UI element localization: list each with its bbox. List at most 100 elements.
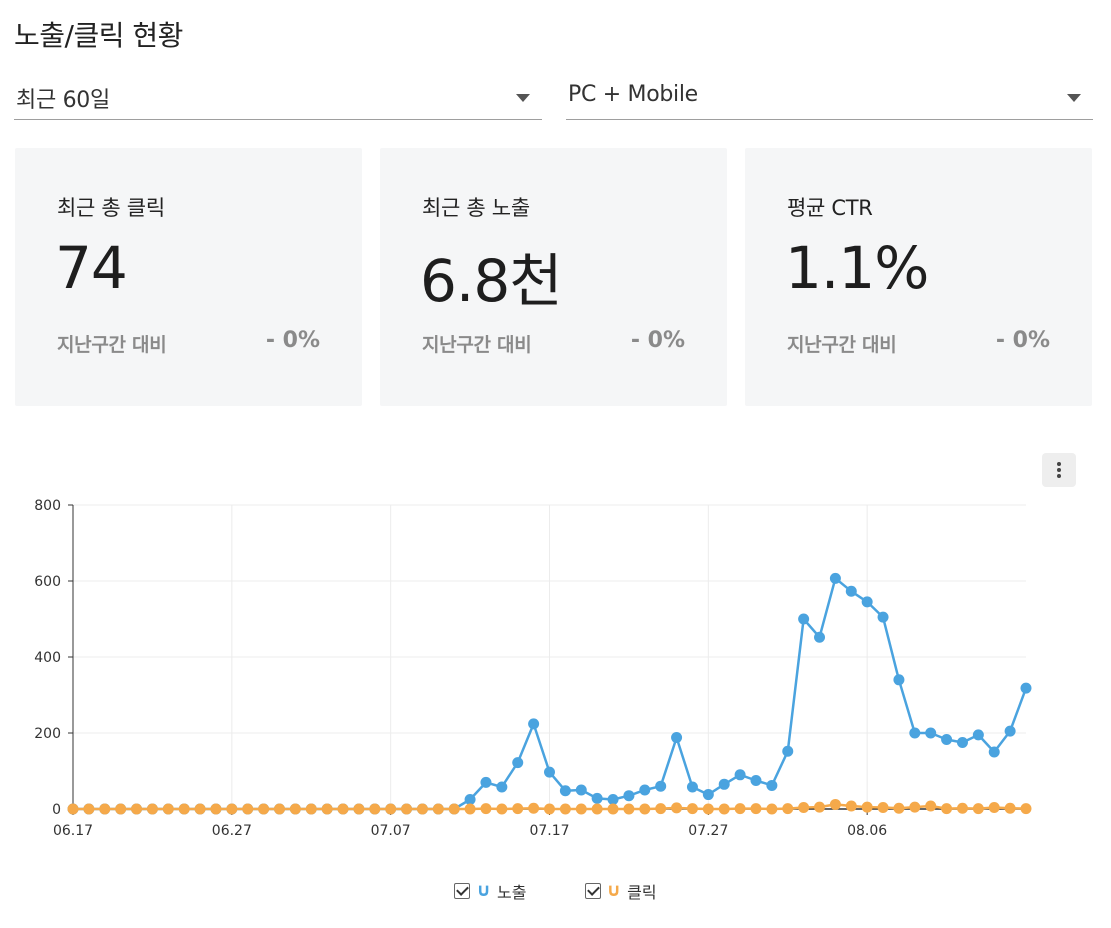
data-point [893, 802, 905, 814]
data-point [909, 801, 921, 813]
data-point [559, 785, 571, 797]
data-point [1020, 682, 1032, 694]
data-point [671, 732, 683, 744]
series-line-icon: ∪ [606, 880, 622, 901]
data-point [575, 803, 587, 815]
data-point [655, 803, 667, 815]
x-tick-label: 07.07 [371, 823, 411, 839]
data-point [448, 803, 460, 815]
data-point [1004, 725, 1016, 737]
data-point [845, 800, 857, 812]
x-tick-label: 07.27 [688, 823, 728, 839]
data-point [194, 803, 206, 815]
data-point [798, 801, 810, 813]
x-tick-label: 06.27 [212, 823, 252, 839]
data-point [941, 733, 953, 745]
data-point [909, 727, 921, 739]
data-point [178, 803, 190, 815]
data-point [559, 803, 571, 815]
data-point [623, 790, 635, 802]
y-tick-label: 600 [34, 574, 61, 590]
data-point [702, 803, 714, 815]
data-point [591, 803, 603, 815]
legend-label: 노출 [497, 883, 527, 902]
data-point [941, 803, 953, 815]
data-point [544, 803, 555, 815]
data-point [861, 596, 873, 608]
data-point [750, 775, 762, 786]
data-point [893, 674, 905, 686]
card-label: 최근 총 클릭 [57, 196, 165, 220]
data-point [337, 803, 349, 815]
card-label: 평균 CTR [787, 196, 873, 220]
card-compare-value: - 0% [265, 328, 320, 353]
legend-label: 클릭 [627, 883, 657, 902]
data-point [401, 803, 413, 815]
data-point [115, 803, 127, 815]
data-point [512, 803, 524, 815]
data-point [416, 803, 428, 815]
data-point [83, 803, 95, 815]
data-point [829, 798, 841, 810]
data-point [464, 803, 476, 815]
card-compare-label: 지난구간 대비 [57, 334, 167, 356]
data-point [814, 631, 826, 643]
chevron-down-icon [1067, 94, 1081, 102]
chart-legend: ∪ 노출 ∪ 클릭 [0, 878, 1111, 904]
card-label: 최근 총 노출 [422, 196, 530, 220]
card-value: 1.1% [785, 234, 929, 302]
x-tick-label: 06.17 [53, 823, 93, 839]
data-point [734, 769, 746, 781]
total-clicks-card: 최근 총 클릭 74 지난구간 대비 - 0% [15, 148, 362, 406]
period-select[interactable]: 최근 60일 [14, 78, 542, 120]
data-point [67, 803, 79, 815]
data-point [750, 803, 762, 815]
data-point [782, 745, 794, 757]
device-select[interactable]: PC + Mobile [566, 78, 1093, 120]
data-point [273, 803, 285, 815]
y-tick-label: 0 [52, 802, 61, 818]
data-point [972, 803, 984, 815]
chart-menu-button[interactable] [1042, 453, 1076, 487]
data-point [385, 803, 397, 815]
data-point [671, 802, 683, 814]
series-line-icon: ∪ [476, 880, 492, 901]
data-point [162, 803, 174, 815]
data-point [988, 801, 1000, 813]
data-point [528, 718, 540, 730]
data-point [972, 729, 984, 741]
legend-item-impressions[interactable]: ∪ 노출 [454, 879, 527, 903]
data-point [1020, 803, 1032, 815]
data-point [718, 778, 730, 790]
data-point [464, 794, 476, 805]
data-point [210, 803, 222, 815]
data-point [956, 737, 968, 748]
data-point [544, 766, 555, 778]
data-point [289, 803, 301, 815]
data-point [512, 757, 524, 769]
checkbox-checked-icon[interactable] [454, 883, 471, 899]
data-point [353, 803, 365, 815]
legend-item-clicks[interactable]: ∪ 클릭 [584, 879, 657, 903]
data-point [925, 727, 937, 739]
data-point [575, 784, 587, 796]
card-value: 6.8천 [420, 247, 563, 315]
y-tick-label: 200 [34, 726, 61, 742]
data-point [686, 781, 698, 793]
data-point [242, 803, 254, 815]
data-point [766, 779, 778, 791]
data-point [782, 803, 794, 815]
x-tick-label: 07.17 [529, 823, 569, 839]
data-point [956, 802, 968, 814]
data-point [814, 801, 826, 813]
data-point [258, 803, 270, 815]
chevron-down-icon [516, 94, 530, 102]
data-point [496, 803, 508, 815]
average-ctr-card: 평균 CTR 1.1% 지난구간 대비 - 0% [745, 148, 1092, 406]
data-point [845, 585, 857, 597]
y-tick-label: 400 [34, 650, 61, 666]
checkbox-checked-icon[interactable] [584, 883, 601, 899]
data-point [607, 794, 619, 805]
data-point [432, 803, 444, 815]
data-point [99, 803, 111, 815]
